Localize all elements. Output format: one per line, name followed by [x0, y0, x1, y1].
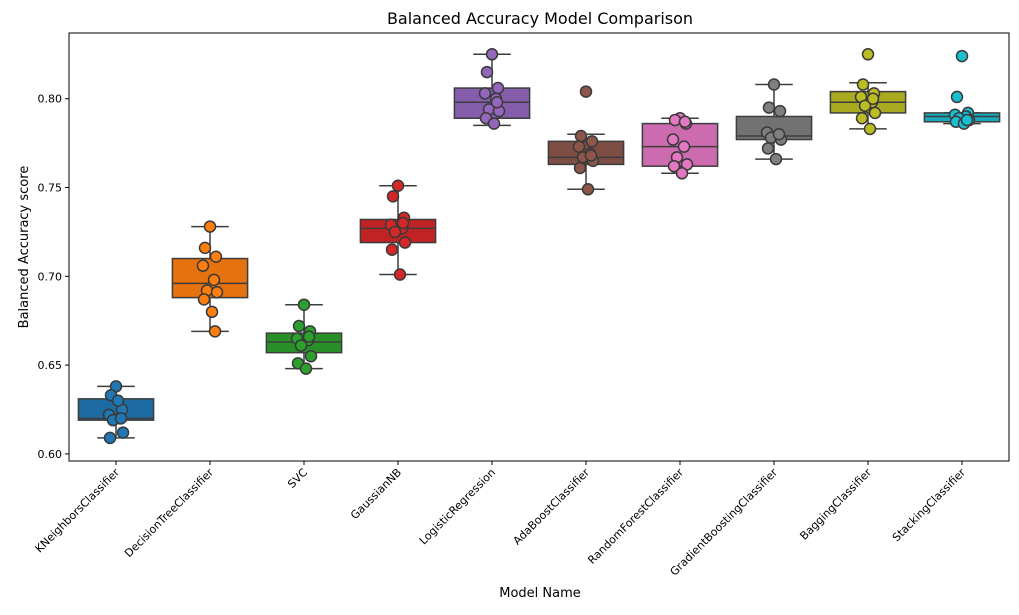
data-point: [863, 122, 877, 136]
data-point: [209, 250, 223, 264]
data-point: [573, 161, 587, 175]
data-point: [478, 87, 492, 100]
plot-frame: [68, 32, 1010, 462]
data-point: [203, 220, 217, 233]
data-point: [396, 216, 410, 230]
y-axis-label: Balanced Accuracy score: [17, 166, 32, 329]
data-point: [572, 140, 586, 153]
data-point: [103, 431, 117, 445]
data-point: [299, 362, 313, 375]
data-point: [667, 159, 681, 173]
data-point: [856, 78, 870, 91]
data-point: [866, 92, 880, 105]
data-point: [574, 129, 588, 143]
data-point: [205, 305, 219, 319]
x-tick-label: BaggingClassifier: [797, 466, 874, 543]
data-point: [292, 319, 306, 333]
data-point: [385, 243, 399, 256]
data-point: [196, 259, 210, 272]
x-tick-label: RandomForestClassifier: [585, 466, 686, 567]
data-point: [855, 111, 869, 125]
x-tick-label: KNeighborsClassifier: [33, 466, 123, 556]
y-tick-label: 0.75: [38, 182, 63, 195]
data-point: [772, 127, 786, 141]
x-tick-label: GradientBoostingClassifier: [668, 466, 781, 579]
data-point: [198, 241, 212, 255]
data-point: [762, 101, 776, 114]
data-point: [490, 96, 504, 109]
data-point: [955, 49, 969, 63]
data-point: [858, 99, 872, 113]
x-tick-label: DecisionTreeClassifier: [122, 466, 216, 560]
y-tick-label: 0.70: [38, 270, 63, 283]
data-point: [388, 225, 402, 239]
data-point: [584, 149, 598, 162]
data-point: [487, 117, 501, 130]
data-point: [767, 78, 781, 91]
data-point: [398, 236, 412, 249]
y-tick-label: 0.80: [38, 93, 63, 106]
data-point: [386, 190, 400, 203]
chart-title: Balanced Accuracy Model Comparison: [387, 9, 693, 28]
data-point: [210, 286, 224, 299]
data-point: [207, 273, 221, 287]
data-point: [391, 179, 405, 192]
data-point: [393, 268, 407, 281]
data-point: [297, 298, 311, 311]
data-point: [675, 167, 689, 180]
y-tick-label: 0.60: [38, 448, 63, 461]
x-tick-label: AdaBoostClassifier: [511, 466, 593, 548]
data-point: [678, 115, 692, 129]
data-point: [208, 325, 222, 338]
data-point: [304, 349, 318, 363]
data-point: [769, 152, 783, 166]
x-tick-label: SVC: [285, 466, 310, 491]
x-tick-label: LogisticRegression: [417, 466, 498, 547]
data-point: [668, 113, 682, 127]
data-point: [197, 293, 211, 306]
data-point: [861, 48, 875, 61]
data-point: [581, 183, 595, 196]
data-point: [868, 106, 882, 120]
x-tick-label: GaussianNB: [348, 466, 404, 522]
plot-area: [77, 48, 1001, 445]
data-point: [485, 48, 499, 61]
data-point: [111, 394, 125, 407]
data-point: [960, 113, 974, 127]
data-point: [294, 339, 308, 352]
data-point: [773, 104, 787, 118]
data-point: [491, 81, 505, 95]
data-point: [116, 426, 130, 439]
data-point: [677, 140, 691, 153]
data-point: [114, 412, 128, 425]
data-point: [761, 142, 775, 155]
x-axis-label: Model Name: [499, 586, 581, 601]
y-tick-label: 0.65: [38, 359, 63, 372]
data-point: [302, 330, 316, 343]
data-point: [480, 65, 494, 79]
data-point: [585, 135, 599, 148]
x-tick-label: StackingClassifier: [890, 466, 969, 545]
data-point: [579, 85, 593, 98]
data-point: [950, 90, 964, 104]
data-point: [666, 133, 680, 146]
